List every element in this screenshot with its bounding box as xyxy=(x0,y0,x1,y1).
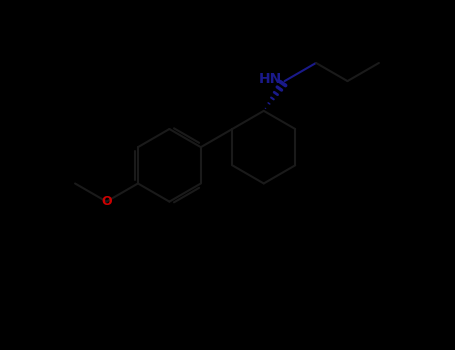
Text: O: O xyxy=(101,195,112,208)
Text: HN: HN xyxy=(259,72,282,86)
